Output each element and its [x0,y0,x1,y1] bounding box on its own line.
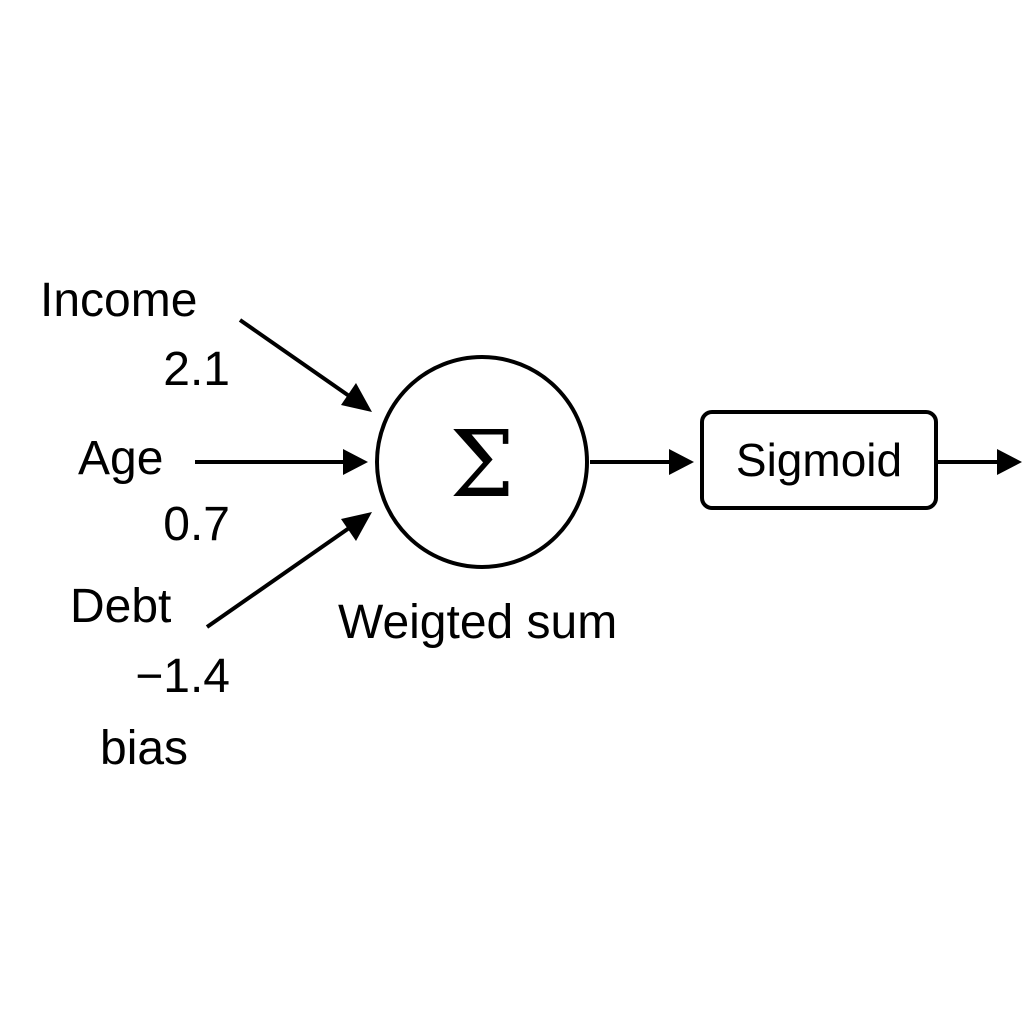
input-weight-age: 0.7 [163,498,230,551]
arrow-sum-to-sigmoid [590,449,694,475]
sigmoid-box [700,410,938,510]
bias-label: bias [100,722,188,775]
arrow-age-to-sum [195,449,368,475]
sigmoid-label: Sigmoid [736,434,902,486]
sigma-symbol: Σ [449,411,514,518]
arrow-debt-to-sum [205,512,372,629]
sum-node [375,355,589,569]
input-label-debt: Debt [70,580,171,633]
output-arrow [938,449,1022,475]
input-label-income: Income [40,274,197,327]
input-weight-debt: −1.4 [135,650,230,703]
arrow-income-to-sum [238,318,372,412]
sum-caption: Weigted sum [338,596,617,649]
input-weight-income: 2.1 [163,343,230,396]
input-label-age: Age [78,432,163,485]
